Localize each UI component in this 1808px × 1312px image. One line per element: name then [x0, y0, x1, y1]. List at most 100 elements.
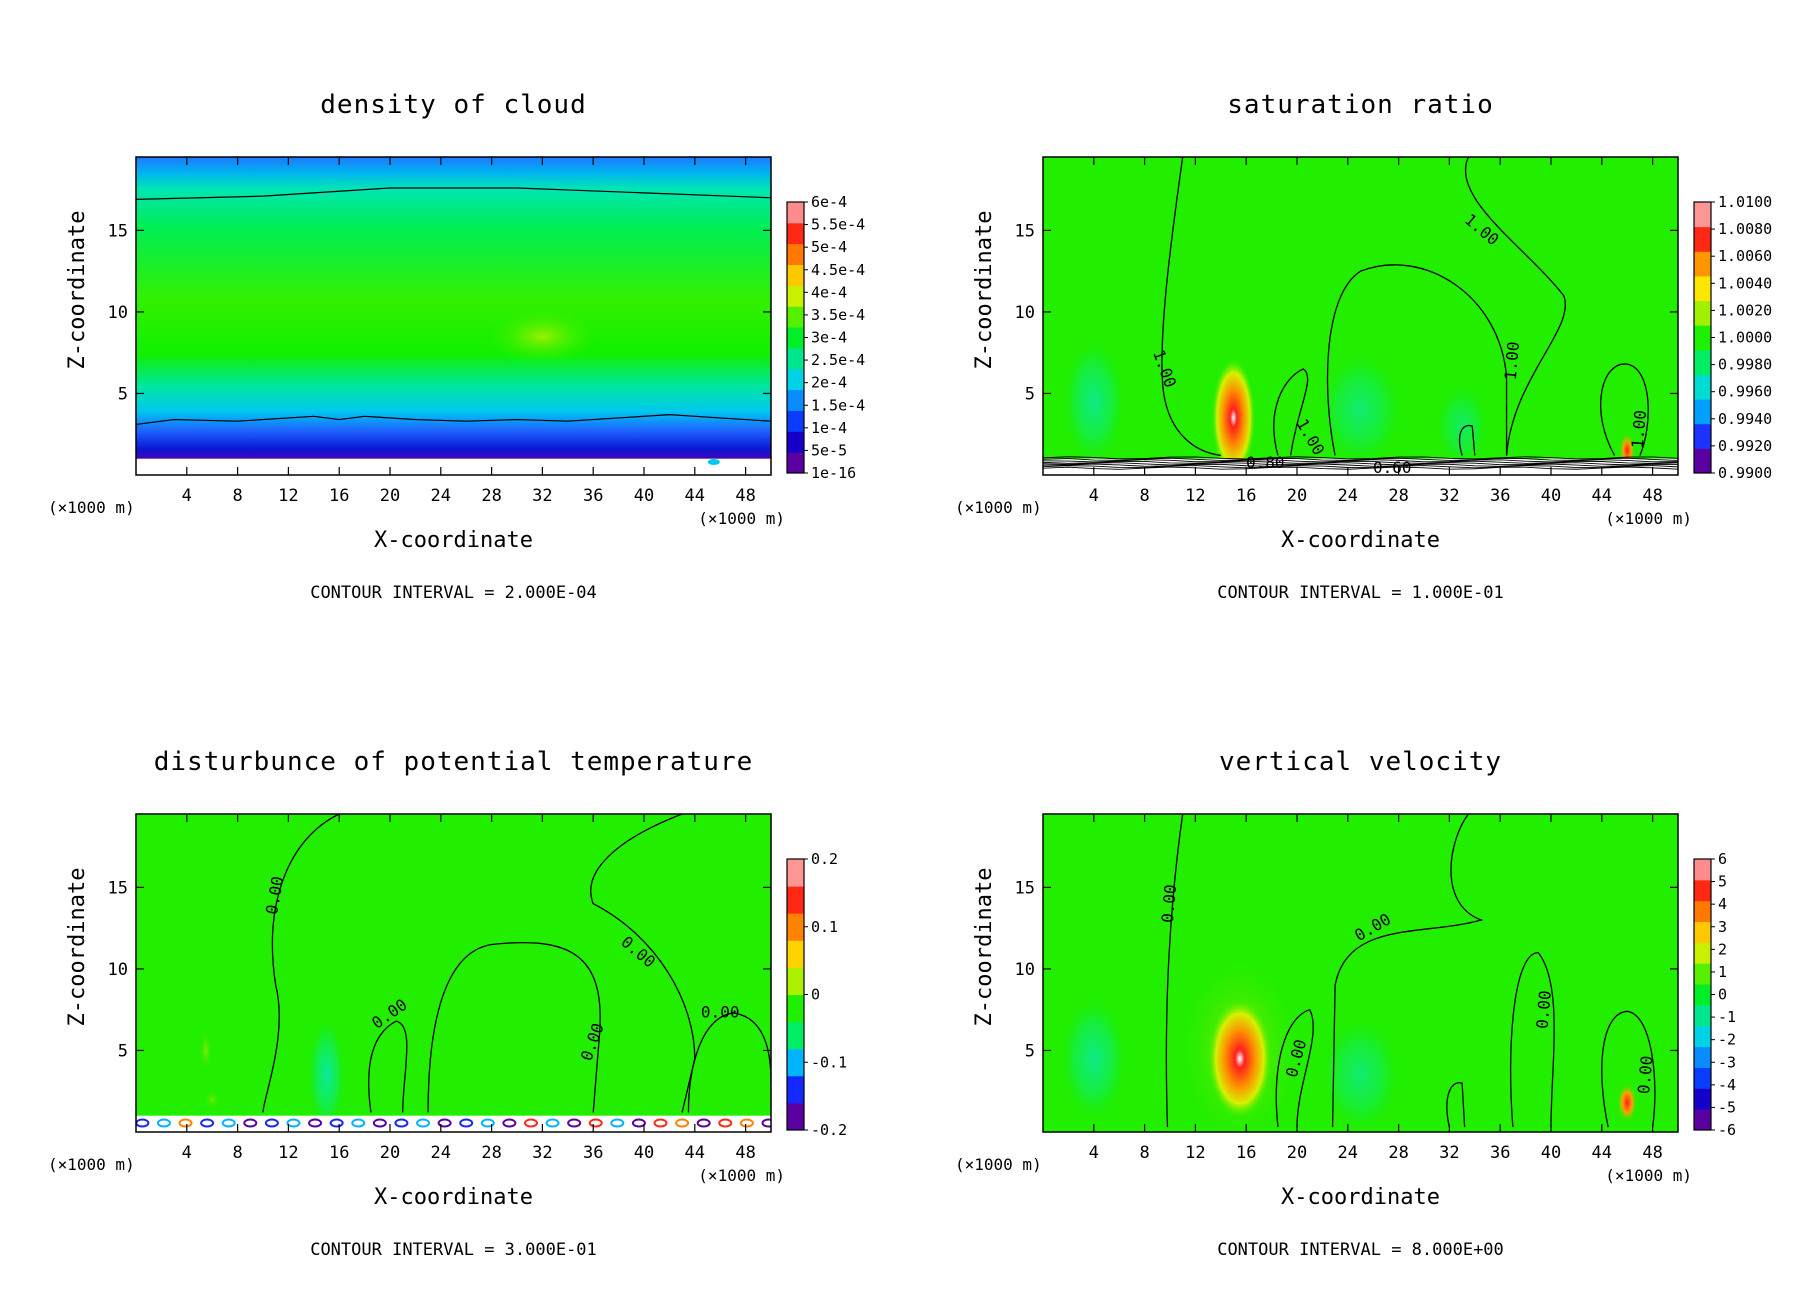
- y-tick-label: 10: [108, 303, 128, 323]
- colorbar-swatch: [787, 1075, 804, 1104]
- x-tick-label: 36: [1490, 1143, 1510, 1163]
- ground-noise: [523, 1118, 538, 1128]
- colorbar-swatch: [787, 368, 804, 391]
- x-tick-label: 16: [329, 1143, 349, 1163]
- colorbar-label: -0.1: [811, 1053, 847, 1071]
- colorbar-swatch: [787, 967, 804, 995]
- colorbar-label: 1.0100: [1718, 193, 1772, 211]
- colorbar-label: 2: [1718, 940, 1727, 958]
- colorbar-swatch: [787, 886, 804, 914]
- x-tick-label: 32: [1439, 486, 1459, 506]
- x-tick-label: 40: [1541, 486, 1561, 506]
- colorbar-swatch: [787, 1048, 804, 1077]
- colorbar-swatch: [1694, 963, 1711, 985]
- x-axis-label: X-coordinate: [1281, 528, 1440, 553]
- x-unit-left: (×1000 m): [955, 1155, 1042, 1174]
- x-tick-label: 24: [1338, 1143, 1358, 1163]
- y-axis-label: Z-coordinate: [65, 868, 90, 1027]
- colorbar-swatch: [1694, 448, 1711, 474]
- velocity-max-blob: [1207, 998, 1272, 1119]
- contour-interval: CONTOUR INTERVAL = 8.000E+00: [1217, 1240, 1504, 1260]
- y-tick-label: 15: [108, 221, 128, 241]
- ground-noise: [545, 1118, 560, 1128]
- colorbar-swatch: [787, 431, 804, 453]
- contour-line: [1043, 459, 1678, 463]
- ground-noise: [329, 1118, 344, 1128]
- colorbar-label: 1.0060: [1718, 247, 1772, 265]
- x-tick-label: 48: [735, 486, 755, 506]
- colorbar-swatch: [1694, 399, 1711, 425]
- colorbar: 1e-16 5e-5 1e-4 1.5e-4 2e-4 2.5e-4 3e-4 3.5e-4 4…: [786, 193, 865, 482]
- colorbar-label: 3e-4: [811, 329, 847, 347]
- contour-line: [1043, 457, 1678, 461]
- x-axis-label: X-coordinate: [1281, 1185, 1440, 1210]
- colorbar-swatch: [1694, 1088, 1711, 1110]
- y-tick-label: 15: [1015, 878, 1035, 898]
- cloud-max-blob: [487, 308, 598, 365]
- x-tick-label: 12: [1185, 486, 1205, 506]
- contour-label: 1.00: [1628, 409, 1650, 449]
- colorbar-label: 4: [1718, 895, 1727, 913]
- colorbar-label: 5: [1718, 873, 1727, 891]
- colorbar-swatch: [1694, 879, 1711, 902]
- x-tick-label: 16: [1236, 486, 1256, 506]
- y-tick-label: 5: [1025, 1041, 1035, 1061]
- panel-title: disturbunce of potential temperature: [154, 747, 754, 777]
- plot-frame: [1042, 813, 1679, 1133]
- ground-noise: [308, 1118, 323, 1128]
- plot-field: [1043, 157, 1678, 475]
- colorbar-swatch: [787, 994, 804, 1023]
- x-tick-label: 8: [1139, 486, 1149, 506]
- contour-line: [1446, 1082, 1466, 1128]
- ground-noise: [178, 1118, 193, 1128]
- x-tick-label: 36: [1490, 486, 1510, 506]
- colorbar-swatch: [787, 859, 804, 887]
- colorbar-label: 6: [1718, 850, 1727, 868]
- y-tick-label: 10: [1015, 303, 1035, 323]
- colorbar-label: 1.0080: [1718, 220, 1772, 238]
- contour-line: [1043, 456, 1678, 460]
- colorbar-swatch: [787, 222, 804, 245]
- contour-line: [136, 187, 771, 200]
- colorbar-swatch: [1694, 1025, 1711, 1048]
- panel-title: vertical velocity: [1219, 747, 1502, 777]
- ground-noise: [372, 1118, 387, 1128]
- colorbar-swatch: [1694, 202, 1711, 228]
- colorbar-label: 0: [811, 986, 820, 1004]
- colorbar-label: -1: [1718, 1008, 1736, 1026]
- colorbar-label: -2: [1718, 1031, 1736, 1049]
- x-unit-right: (×1000 m): [1605, 509, 1692, 528]
- contour-label: 0.00: [701, 1002, 740, 1021]
- x-tick-label: 8: [232, 486, 242, 506]
- contour-line: [1043, 466, 1678, 470]
- y-tick-label: 5: [1025, 384, 1035, 404]
- colorbar-label: 6e-4: [811, 193, 847, 211]
- contour-interval: CONTOUR INTERVAL = 1.000E-01: [1217, 583, 1504, 603]
- cloud-density-field: [136, 157, 771, 475]
- ground-noise: [459, 1118, 474, 1128]
- x-tick-label: 36: [583, 486, 603, 506]
- colorbar-label: 0.9940: [1718, 410, 1772, 428]
- x-tick-label: 32: [1439, 1143, 1459, 1163]
- colorbar-swatch: [1694, 942, 1711, 964]
- ground-noise: [416, 1118, 431, 1128]
- x-tick-label: 48: [1642, 1143, 1662, 1163]
- x-tick-label: 40: [1541, 1143, 1561, 1163]
- colorbar-label: 5e-4: [811, 238, 847, 256]
- colorbar-swatch: [1694, 1046, 1711, 1068]
- contour-label: 0.00: [1533, 990, 1555, 1030]
- y-axis-label: Z-coordinate: [972, 868, 997, 1027]
- colorbar-label: 0.9980: [1718, 356, 1772, 374]
- ground-noise: [567, 1118, 582, 1128]
- colorbar-label: 5e-5: [811, 441, 847, 459]
- ground-noise: [480, 1118, 495, 1128]
- colorbar-swatch: [787, 327, 804, 349]
- colorbar-label: 0.2: [811, 850, 838, 868]
- x-unit-left: (×1000 m): [955, 498, 1042, 517]
- field-layer: [136, 157, 771, 475]
- colorbar-swatch: [787, 940, 804, 968]
- colorbar: -0.2 -0.1 0 0.1 0.2: [786, 850, 847, 1139]
- contour-label: 0.00: [1158, 884, 1180, 924]
